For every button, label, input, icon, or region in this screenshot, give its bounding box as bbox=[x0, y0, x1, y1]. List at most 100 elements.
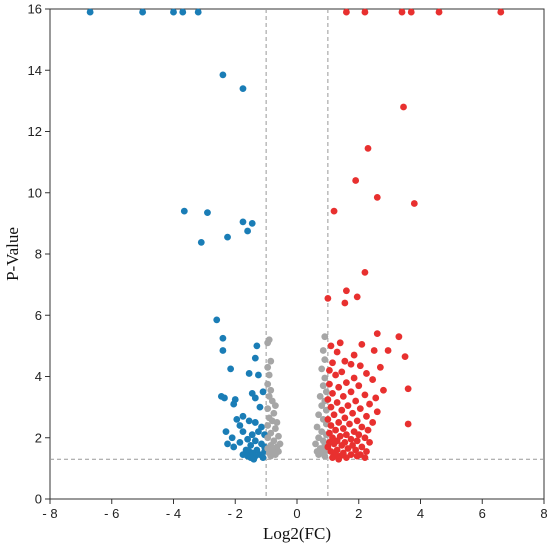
data-point bbox=[221, 394, 228, 402]
data-point bbox=[332, 371, 339, 379]
data-point bbox=[363, 412, 370, 420]
data-point bbox=[239, 218, 247, 226]
data-point bbox=[219, 334, 227, 342]
data-point bbox=[329, 454, 336, 462]
data-point bbox=[267, 357, 275, 365]
data-point bbox=[366, 400, 373, 408]
x-axis-ticks: - 8 - 6 - 4 - 2 0 2 4 6 8 bbox=[42, 499, 548, 521]
data-point bbox=[369, 376, 377, 383]
data-point bbox=[271, 402, 279, 409]
data-point bbox=[222, 428, 230, 436]
y-tick-label: 4 bbox=[35, 369, 42, 384]
data-point bbox=[264, 380, 272, 388]
y-axis-ticks: 0 2 4 6 8 10 12 14 16 bbox=[28, 2, 50, 507]
data-point bbox=[319, 382, 327, 390]
data-point bbox=[497, 8, 505, 16]
data-point bbox=[349, 409, 356, 417]
data-point bbox=[248, 219, 256, 227]
data-point bbox=[356, 405, 364, 413]
data-point bbox=[271, 425, 279, 432]
data-point bbox=[264, 434, 272, 442]
data-point bbox=[343, 379, 350, 387]
data-point bbox=[380, 386, 387, 394]
data-point bbox=[343, 287, 350, 295]
threshold-lines bbox=[50, 9, 544, 499]
data-point bbox=[245, 417, 253, 425]
data-point bbox=[259, 388, 267, 396]
data-point bbox=[264, 405, 272, 413]
data-point bbox=[321, 374, 329, 382]
data-point bbox=[401, 353, 409, 360]
data-point bbox=[363, 370, 370, 377]
data-point bbox=[318, 365, 326, 373]
data-point bbox=[239, 85, 247, 93]
data-point bbox=[324, 396, 332, 403]
data-point bbox=[361, 454, 369, 462]
y-tick-label: 2 bbox=[35, 430, 42, 445]
data-point bbox=[313, 423, 321, 431]
data-point bbox=[339, 425, 347, 432]
data-point bbox=[353, 293, 361, 301]
data-point bbox=[247, 442, 255, 449]
data-point bbox=[264, 339, 272, 347]
data-point bbox=[350, 351, 358, 359]
data-point bbox=[373, 330, 381, 338]
x-tick-label: - 6 bbox=[104, 506, 119, 521]
data-point bbox=[355, 431, 363, 439]
data-point bbox=[236, 422, 244, 429]
data-point bbox=[204, 209, 211, 217]
data-point bbox=[361, 391, 369, 399]
data-point bbox=[338, 368, 346, 376]
data-point bbox=[270, 409, 278, 417]
data-point bbox=[224, 440, 231, 448]
data-point bbox=[358, 443, 366, 451]
data-point bbox=[404, 385, 412, 393]
y-tick-label: 10 bbox=[28, 185, 42, 200]
data-point bbox=[435, 8, 443, 16]
data-point bbox=[347, 435, 355, 443]
data-point bbox=[400, 103, 407, 111]
x-tick-label: 0 bbox=[293, 506, 300, 521]
data-point bbox=[370, 347, 378, 354]
data-point bbox=[319, 347, 327, 354]
data-point bbox=[356, 362, 364, 370]
plot-frame bbox=[49, 8, 545, 500]
x-tick-label: 4 bbox=[417, 506, 424, 521]
data-point bbox=[251, 354, 259, 362]
data-point bbox=[407, 8, 415, 16]
data-point bbox=[245, 370, 253, 377]
data-point bbox=[315, 411, 323, 419]
data-point bbox=[230, 400, 238, 408]
data-point bbox=[353, 437, 361, 445]
data-point bbox=[343, 8, 350, 16]
data-point bbox=[256, 403, 264, 411]
data-point bbox=[333, 399, 341, 406]
x-tick-label: 6 bbox=[479, 506, 486, 521]
data-point bbox=[344, 402, 352, 409]
data-point bbox=[327, 342, 335, 350]
data-point bbox=[352, 446, 360, 454]
data-point bbox=[335, 383, 343, 391]
data-point bbox=[361, 434, 369, 442]
data-point bbox=[338, 406, 346, 414]
data-point bbox=[341, 299, 349, 307]
data-point bbox=[170, 8, 177, 16]
data-point bbox=[335, 455, 343, 463]
data-point bbox=[398, 8, 406, 16]
data-point bbox=[343, 431, 350, 439]
data-point bbox=[180, 207, 188, 215]
data-point bbox=[343, 454, 350, 462]
data-point bbox=[312, 440, 319, 448]
data-point bbox=[321, 333, 329, 341]
data-point bbox=[255, 371, 262, 379]
data-point bbox=[244, 227, 252, 235]
data-point bbox=[329, 359, 336, 367]
data-point bbox=[233, 415, 241, 423]
data-point bbox=[239, 428, 247, 436]
data-point bbox=[224, 233, 231, 241]
x-tick-label: - 8 bbox=[42, 506, 57, 521]
y-tick-label: 12 bbox=[28, 124, 42, 139]
data-point bbox=[326, 380, 333, 388]
data-point bbox=[219, 347, 227, 354]
data-point bbox=[239, 412, 247, 420]
